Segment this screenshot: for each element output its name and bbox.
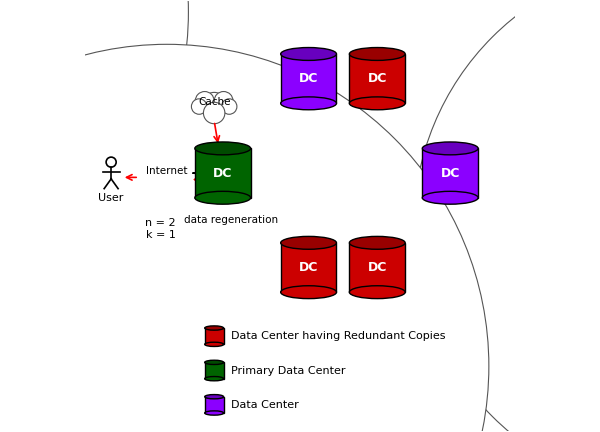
Ellipse shape xyxy=(349,236,405,249)
Text: Primary Data Center: Primary Data Center xyxy=(232,365,346,375)
Text: Data Center: Data Center xyxy=(232,400,299,410)
Polygon shape xyxy=(281,54,337,103)
Ellipse shape xyxy=(349,48,405,60)
Text: DC: DC xyxy=(213,167,232,180)
Ellipse shape xyxy=(205,377,224,381)
Ellipse shape xyxy=(281,236,337,249)
Polygon shape xyxy=(281,243,337,292)
Text: DC: DC xyxy=(368,261,387,274)
Polygon shape xyxy=(205,362,224,379)
Ellipse shape xyxy=(281,97,337,110)
Text: data regeneration: data regeneration xyxy=(184,215,278,226)
Ellipse shape xyxy=(349,286,405,299)
Circle shape xyxy=(191,99,207,114)
Polygon shape xyxy=(205,328,224,344)
Text: DC: DC xyxy=(368,72,387,85)
Ellipse shape xyxy=(205,360,224,365)
Circle shape xyxy=(202,92,226,116)
Ellipse shape xyxy=(205,411,224,415)
Text: Data Center having Redundant Copies: Data Center having Redundant Copies xyxy=(232,331,446,341)
Circle shape xyxy=(145,0,600,334)
Polygon shape xyxy=(349,243,405,292)
Text: DC: DC xyxy=(299,72,318,85)
Text: Internet: Internet xyxy=(146,166,188,176)
Text: DC: DC xyxy=(440,167,460,180)
Text: DC: DC xyxy=(299,261,318,274)
Ellipse shape xyxy=(281,48,337,60)
Circle shape xyxy=(0,0,188,334)
Circle shape xyxy=(221,99,237,114)
Ellipse shape xyxy=(205,342,224,346)
Ellipse shape xyxy=(195,191,251,204)
Circle shape xyxy=(0,44,489,432)
Ellipse shape xyxy=(205,326,224,330)
Ellipse shape xyxy=(205,394,224,399)
Circle shape xyxy=(195,92,214,111)
Circle shape xyxy=(414,0,600,432)
Text: Cache: Cache xyxy=(198,97,230,107)
Text: User: User xyxy=(98,194,124,203)
Polygon shape xyxy=(422,149,478,198)
Circle shape xyxy=(106,157,116,167)
Ellipse shape xyxy=(349,97,405,110)
Polygon shape xyxy=(195,149,251,198)
Ellipse shape xyxy=(195,142,251,155)
Text: n = 2
k = 1: n = 2 k = 1 xyxy=(145,218,176,240)
Circle shape xyxy=(203,102,225,124)
Ellipse shape xyxy=(281,286,337,299)
Polygon shape xyxy=(349,54,405,103)
Ellipse shape xyxy=(422,142,478,155)
Ellipse shape xyxy=(422,191,478,204)
Circle shape xyxy=(214,92,233,111)
Polygon shape xyxy=(205,397,224,413)
